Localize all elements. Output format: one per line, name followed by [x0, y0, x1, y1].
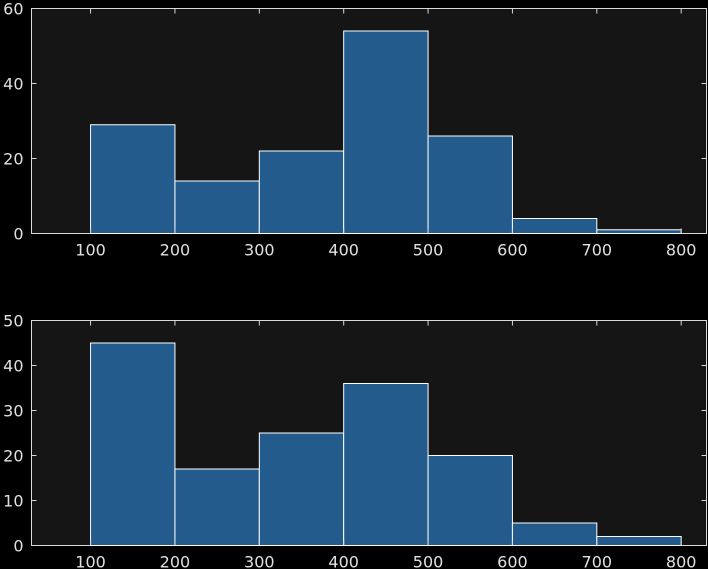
bottom-x-tick-label: 400: [328, 553, 359, 569]
bottom-bar-6: [511, 522, 598, 546]
bottom-histogram-ticks: 100 200 300 400 500 600 700 800 0 10 20 30 40 50: [3, 312, 707, 569]
top-bar-2: [174, 180, 260, 234]
top-y-tick-label: 40: [3, 75, 23, 94]
top-bar-5: [427, 135, 513, 234]
bottom-x-tick-label: 500: [413, 553, 444, 569]
top-x-tick-label: 700: [582, 241, 613, 260]
bottom-y-tick-label: 10: [3, 492, 23, 511]
bottom-y-tick-label: 0: [13, 537, 23, 556]
bottom-bar-7: [596, 536, 682, 546]
top-histogram-bars: [90, 30, 682, 234]
top-bar-1: [90, 124, 176, 234]
bottom-x-tick-label: 800: [666, 553, 697, 569]
bottom-y-tick-label: 30: [3, 402, 23, 421]
bottom-y-tick-label: 20: [3, 447, 23, 466]
top-histogram-ticks: 100 200 300 400 500 600 700 800 0 20 40 60: [3, 0, 707, 260]
top-bar-4: [343, 30, 429, 234]
top-x-tick-label: 400: [328, 241, 359, 260]
top-bar-3: [258, 150, 345, 234]
top-y-tick-label: 20: [3, 150, 23, 169]
bottom-x-tick-label: 100: [75, 553, 106, 569]
top-y-tick-label: 60: [3, 0, 23, 19]
bottom-bar-1: [90, 342, 176, 546]
top-x-tick-label: 600: [497, 241, 528, 260]
bottom-histogram: 100 200 300 400 500 600 700 800 0 10 20 30 40 50: [3, 312, 707, 569]
bottom-bar-4: [343, 383, 429, 546]
top-histogram: 100 200 300 400 500 600 700 800 0 20 40 60: [3, 0, 707, 260]
bottom-y-tick-label: 40: [3, 357, 23, 376]
top-x-tick-label: 300: [244, 241, 275, 260]
top-x-tick-label: 100: [75, 241, 106, 260]
bottom-x-tick-label: 200: [160, 553, 191, 569]
bottom-y-tick-label: 50: [3, 312, 23, 331]
bottom-histogram-bars: [90, 342, 682, 546]
top-y-tick-label: 0: [13, 225, 23, 244]
top-bar-6: [511, 218, 598, 234]
bottom-bar-3: [258, 432, 345, 546]
bottom-bar-2: [174, 468, 260, 546]
bottom-x-tick-label: 300: [244, 553, 275, 569]
top-x-tick-label: 800: [666, 241, 697, 260]
top-x-tick-label: 200: [160, 241, 191, 260]
bottom-x-tick-label: 600: [497, 553, 528, 569]
bottom-x-tick-label: 700: [582, 553, 613, 569]
bottom-bar-5: [427, 455, 513, 546]
top-bar-7: [596, 229, 682, 234]
top-x-tick-label: 500: [413, 241, 444, 260]
